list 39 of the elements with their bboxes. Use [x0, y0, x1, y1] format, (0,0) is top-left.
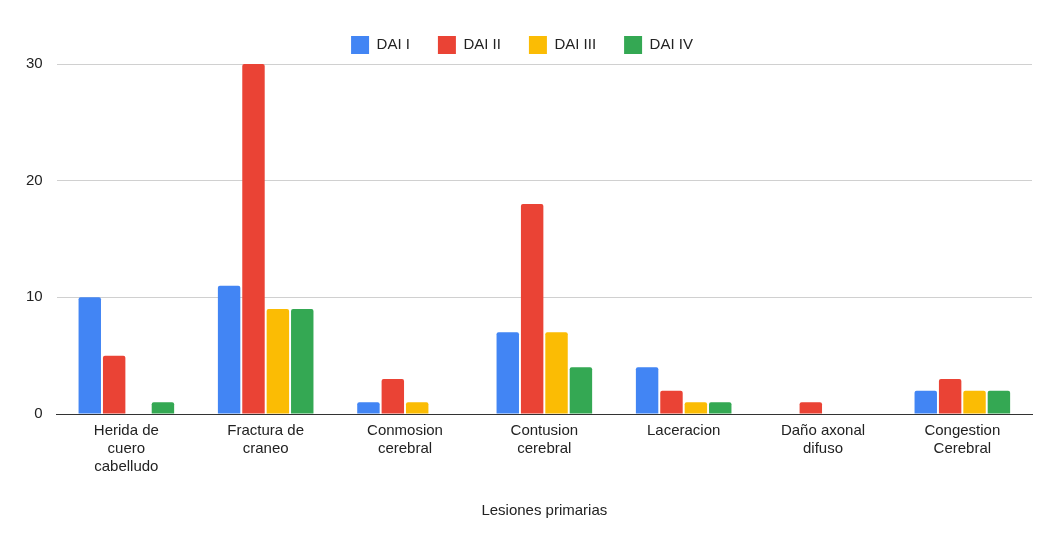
y-tick-label: 0 [34, 404, 43, 422]
bar [709, 402, 732, 414]
bar [545, 332, 568, 414]
bar [660, 390, 683, 414]
y-tick-label: 20 [26, 170, 43, 188]
legend-label: DAI IV [649, 35, 693, 53]
bar [914, 390, 937, 414]
x-tick-label: Herida de cuero cabelludo [93, 421, 159, 475]
x-tick-label: Daño axonal difuso [780, 421, 866, 457]
y-tick-label: 10 [26, 287, 43, 305]
x-tick-label: Conmosion cerebral [367, 421, 443, 457]
bar [291, 309, 314, 414]
x-tick-label: Contusion cerebral [510, 421, 579, 457]
bar [266, 309, 290, 414]
bar [684, 402, 708, 414]
legend-label: DAI II [463, 35, 501, 53]
bar [496, 332, 519, 414]
bar [357, 402, 380, 414]
bar [520, 204, 544, 414]
bar [635, 367, 659, 414]
y-tick-label: 30 [26, 54, 43, 72]
bar [405, 402, 429, 414]
bar [381, 379, 405, 414]
bar [151, 402, 175, 414]
x-tick-label: Congestion Cerebral [924, 421, 1001, 457]
x-tick-label: Laceracion [646, 421, 721, 439]
legend-label: DAI III [554, 35, 597, 53]
bar [217, 285, 241, 414]
bar [938, 379, 962, 414]
bar [963, 390, 986, 414]
bar [102, 355, 126, 414]
bar [78, 297, 101, 414]
bar [987, 390, 1011, 414]
bar [569, 367, 593, 414]
bar [799, 402, 823, 414]
x-tick-label: Fractura de craneo [227, 421, 305, 457]
bar [242, 64, 265, 414]
legend-label: DAI I [376, 35, 410, 53]
x-axis-title: Lesiones primarias [481, 501, 608, 519]
